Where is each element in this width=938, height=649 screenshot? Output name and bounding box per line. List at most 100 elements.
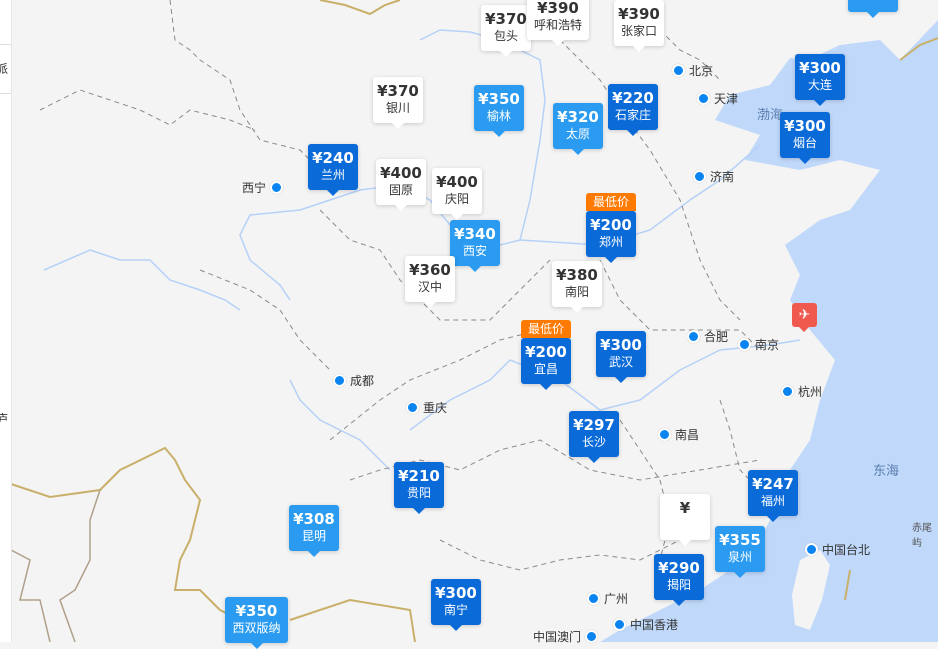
lowest-price-badge: 最低价 xyxy=(586,193,636,211)
price-marker[interactable]: ¥370 包头 xyxy=(481,5,531,57)
marker-city: 大连 xyxy=(807,78,832,92)
city-label[interactable]: 北京 xyxy=(672,62,713,79)
city-dot-icon xyxy=(672,64,685,77)
marker-city: 郑州 xyxy=(598,235,623,249)
city-label[interactable]: 济南 xyxy=(693,168,734,185)
marker-city: 贵阳 xyxy=(406,486,431,500)
marker-city: 石家庄 xyxy=(614,108,651,122)
price-marker[interactable]: ¥300 烟台 xyxy=(780,112,830,164)
city-label[interactable]: 南京 xyxy=(738,336,779,353)
price-marker[interactable]: ¥355 泉州 xyxy=(715,526,765,578)
marker-city: 银川 xyxy=(385,101,410,115)
price-marker[interactable]: ¥370 银川 xyxy=(373,77,423,129)
city-name: 中国澳门 xyxy=(533,630,582,644)
marker-city: 烟台 xyxy=(792,136,817,150)
marker-price: ¥360 xyxy=(409,261,451,279)
marker-price: ¥210 xyxy=(398,467,440,485)
price-marker[interactable]: ¥400 固原 xyxy=(376,159,426,211)
city-label[interactable]: 杭州 xyxy=(781,383,822,400)
marker-price: ¥308 xyxy=(293,510,335,528)
price-marker[interactable]: 最低价 ¥200 宜昌 xyxy=(521,320,571,390)
price-marker[interactable]: ¥360 汉中 xyxy=(405,256,455,308)
border-line xyxy=(10,0,938,642)
price-marker[interactable]: 最低价 ¥200 郑州 xyxy=(586,193,636,263)
marker-price: ¥200 xyxy=(590,216,632,234)
city-name: 合肥 xyxy=(704,330,729,344)
city-label[interactable]: 中国香港 xyxy=(613,616,678,633)
marker-price: ¥340 xyxy=(454,225,496,243)
city-label[interactable]: 南昌 xyxy=(658,426,699,443)
price-marker[interactable]: ¥290 揭阳 xyxy=(654,554,704,606)
city-dot-icon xyxy=(781,385,794,398)
price-marker[interactable]: ¥240 兰州 xyxy=(308,144,358,196)
price-marker[interactable]: ¥308 昆明 xyxy=(289,505,339,557)
city-label[interactable]: 天津 xyxy=(697,90,738,107)
price-marker[interactable]: ¥220 石家庄 xyxy=(608,84,658,136)
price-marker[interactable]: 沈阳 xyxy=(848,0,898,18)
price-marker[interactable]: ¥297 长沙 xyxy=(569,411,619,463)
marker-city: 西安 xyxy=(462,244,487,258)
marker-city: 昆明 xyxy=(301,529,326,543)
price-marker[interactable]: ¥390 呼和浩特 xyxy=(527,0,589,46)
marker-price: ¥300 xyxy=(799,59,841,77)
marker-city: 福州 xyxy=(760,494,785,508)
city-name: 重庆 xyxy=(423,401,448,415)
marker-price: ¥247 xyxy=(752,475,794,493)
panel-text: 庐 xyxy=(0,412,9,426)
price-marker[interactable]: ¥350 西双版纳 xyxy=(225,597,288,649)
price-marker[interactable]: ¥300 大连 xyxy=(795,54,845,106)
airplane-icon: ✈ xyxy=(798,307,811,323)
city-label[interactable]: 广州 xyxy=(587,590,628,607)
price-marker[interactable]: ¥380 南阳 xyxy=(552,261,602,313)
city-dot-icon xyxy=(585,630,599,643)
city-dot-icon xyxy=(805,543,818,556)
origin-marker[interactable]: ✈ xyxy=(792,303,817,332)
price-marker[interactable]: ¥390 张家口 xyxy=(614,0,664,52)
city-label[interactable]: 重庆 xyxy=(406,399,447,416)
marker-city: 西双版纳 xyxy=(232,621,281,635)
panel-text: 派 xyxy=(0,62,9,76)
marker-price: ¥390 xyxy=(537,0,579,17)
price-marker[interactable]: ¥320 太原 xyxy=(553,103,603,155)
price-marker[interactable]: ¥210 贵阳 xyxy=(394,462,444,514)
price-marker[interactable]: ¥300 武汉 xyxy=(596,331,646,383)
marker-price: ¥300 xyxy=(784,117,826,135)
marker-city: 包头 xyxy=(493,29,518,43)
city-label[interactable]: 成都 xyxy=(333,372,374,389)
city-dot-icon xyxy=(697,92,710,105)
price-marker[interactable]: ¥300 南宁 xyxy=(431,579,481,631)
city-dot-icon xyxy=(658,428,671,441)
marker-city: 汉中 xyxy=(417,280,442,294)
city-dot-icon xyxy=(270,181,284,194)
city-name: 济南 xyxy=(710,170,735,184)
city-name: 北京 xyxy=(689,64,714,78)
city-dot-icon xyxy=(613,618,626,631)
city-name: 南昌 xyxy=(675,428,700,442)
city-label[interactable]: 西宁 xyxy=(242,179,284,196)
city-label[interactable]: 中国澳门 xyxy=(533,628,599,645)
marker-price: ¥300 xyxy=(600,336,642,354)
city-dot-icon xyxy=(693,170,706,183)
price-marker[interactable]: ¥340 西安 xyxy=(450,220,500,272)
price-marker[interactable]: ¥350 榆林 xyxy=(474,85,524,137)
city-dot-icon xyxy=(738,338,751,351)
price-marker[interactable]: ¥247 福州 xyxy=(748,470,798,522)
marker-city: 榆林 xyxy=(486,109,511,123)
divider xyxy=(0,44,11,45)
marker-price: ¥290 xyxy=(658,559,700,577)
marker-city: 固原 xyxy=(388,183,413,197)
price-marker[interactable]: ¥400 庆阳 xyxy=(432,168,482,220)
marker-city: 太原 xyxy=(565,127,590,141)
sea-area xyxy=(600,20,938,642)
marker-city: 宜昌 xyxy=(533,362,558,376)
sea-label-donghai: 东海 xyxy=(873,464,900,479)
price-marker[interactable]: ¥ xyxy=(660,494,710,546)
marker-price: ¥220 xyxy=(612,89,654,107)
city-label[interactable]: 中国台北 xyxy=(805,541,870,558)
marker-price: ¥370 xyxy=(377,82,419,100)
marker-city: 呼和浩特 xyxy=(533,18,582,32)
city-dot-icon xyxy=(587,592,600,605)
marker-price: ¥400 xyxy=(380,164,422,182)
marker-price: ¥297 xyxy=(573,416,615,434)
city-label[interactable]: 合肥 xyxy=(687,328,728,345)
